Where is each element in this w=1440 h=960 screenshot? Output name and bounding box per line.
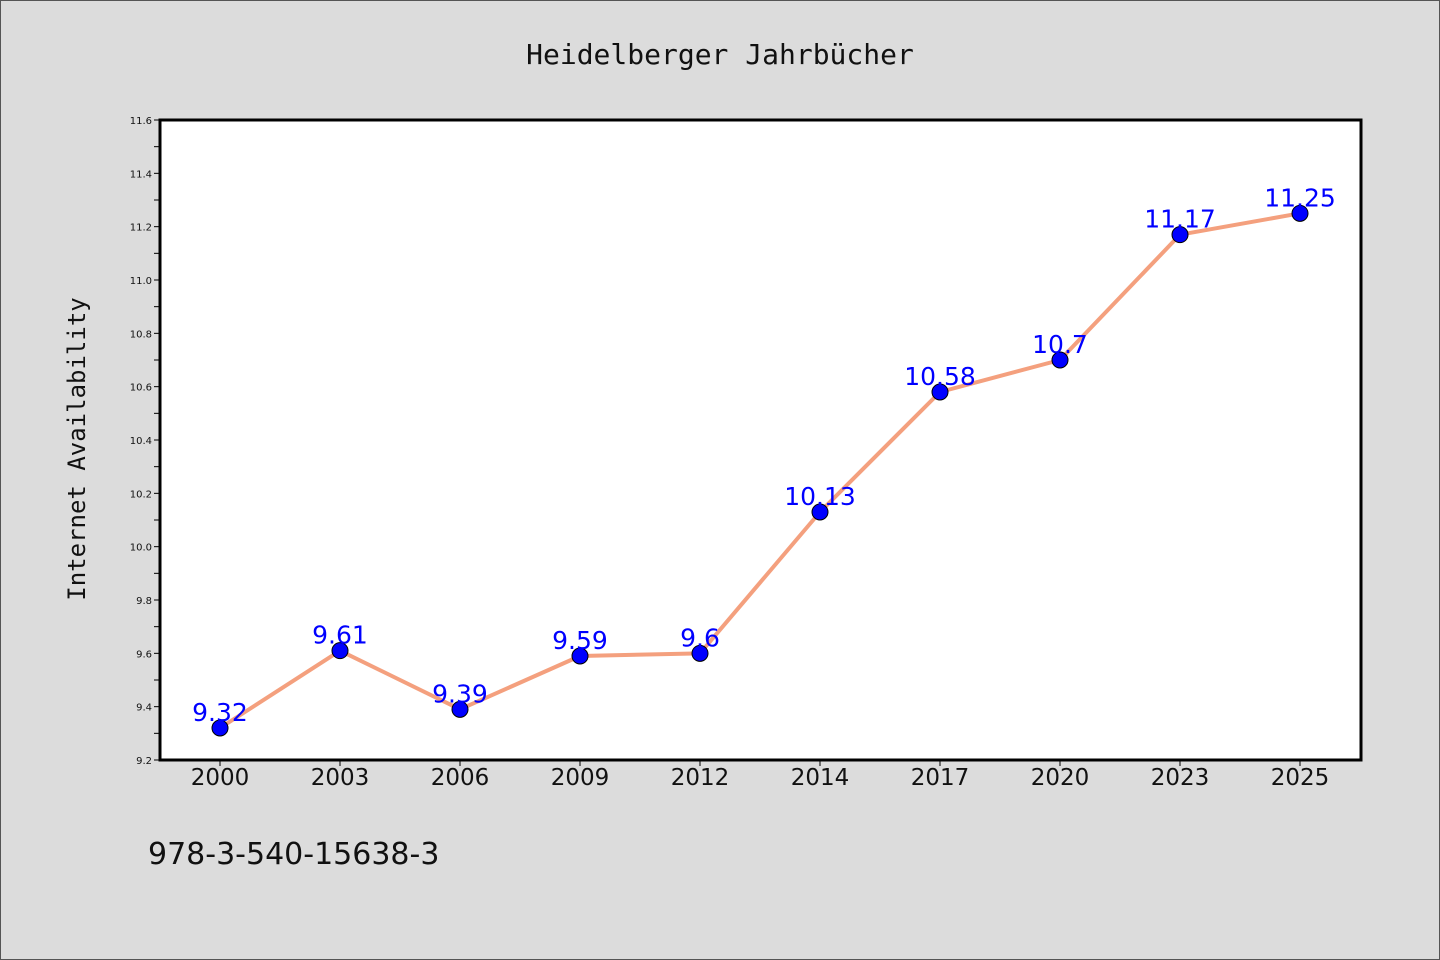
y-tick-label: 11.0 bbox=[130, 276, 152, 287]
footer-isbn: 978-3-540-15638-3 bbox=[148, 837, 439, 872]
x-tick-label: 2023 bbox=[1151, 765, 1210, 791]
y-tick-label: 9.4 bbox=[136, 703, 152, 714]
data-point bbox=[451, 700, 469, 718]
chart-title: Heidelberger Jahrbücher bbox=[526, 38, 914, 71]
data-label: 9.32 bbox=[192, 698, 248, 727]
x-tick-label: 2017 bbox=[911, 765, 970, 791]
x-tick-label: 2014 bbox=[791, 765, 850, 791]
data-label: 9.59 bbox=[552, 626, 608, 655]
data-label: 10.13 bbox=[784, 482, 856, 511]
x-tick-label: 2000 bbox=[191, 765, 250, 791]
y-tick-label: 10.6 bbox=[130, 383, 152, 394]
y-tick-label: 11.6 bbox=[130, 116, 152, 127]
y-axis-label: Internet Availability bbox=[63, 297, 91, 600]
y-tick-label: 9.8 bbox=[136, 596, 152, 607]
series-layer: 9.32 9.61 9.39 9.59 9.6 10.13 10.58 10.7 11.17 11… bbox=[192, 183, 1336, 737]
y-tick-label: 11.4 bbox=[130, 169, 152, 180]
x-tick-label: 2006 bbox=[431, 765, 490, 791]
x-tick-label: 2025 bbox=[1271, 765, 1330, 791]
data-point bbox=[1051, 351, 1069, 369]
data-point bbox=[691, 644, 709, 662]
x-tick-label: 2012 bbox=[671, 765, 730, 791]
y-tick-label: 9.2 bbox=[136, 756, 152, 767]
data-label: 9.61 bbox=[312, 621, 368, 650]
data-point bbox=[1171, 226, 1189, 244]
y-tick-label: 11.2 bbox=[130, 223, 152, 234]
data-label: 9.39 bbox=[432, 679, 488, 708]
x-tick-label: 2003 bbox=[311, 765, 370, 791]
data-label: 9.6 bbox=[680, 623, 720, 652]
data-label: 11.17 bbox=[1144, 205, 1216, 234]
data-point bbox=[331, 642, 349, 660]
data-point bbox=[811, 503, 829, 521]
data-label: 11.25 bbox=[1264, 183, 1336, 212]
data-label: 10.7 bbox=[1032, 330, 1088, 359]
data-point bbox=[211, 719, 229, 737]
data-label: 10.58 bbox=[904, 362, 976, 391]
x-tick-label: 2020 bbox=[1031, 765, 1090, 791]
x-tick-label: 2009 bbox=[551, 765, 610, 791]
y-tick-label: 10.2 bbox=[130, 489, 152, 500]
data-point bbox=[1291, 204, 1309, 222]
y-axis: 9.2 9.4 9.6 9.8 10.0 10.2 10.4 10.6 10.8 11.0 11.2… bbox=[130, 116, 160, 767]
y-tick-label: 10.8 bbox=[130, 329, 152, 340]
plot-area bbox=[158, 118, 1363, 762]
data-point bbox=[571, 647, 589, 665]
y-tick-label: 10.0 bbox=[130, 543, 152, 554]
series-line bbox=[218, 211, 1302, 730]
x-axis: 2000 2003 2006 2009 2012 2014 2017 2020 2023 2025 bbox=[191, 760, 1330, 791]
y-tick-label: 9.6 bbox=[136, 649, 152, 660]
y-tick-label: 10.4 bbox=[130, 436, 152, 447]
data-point bbox=[931, 383, 949, 401]
